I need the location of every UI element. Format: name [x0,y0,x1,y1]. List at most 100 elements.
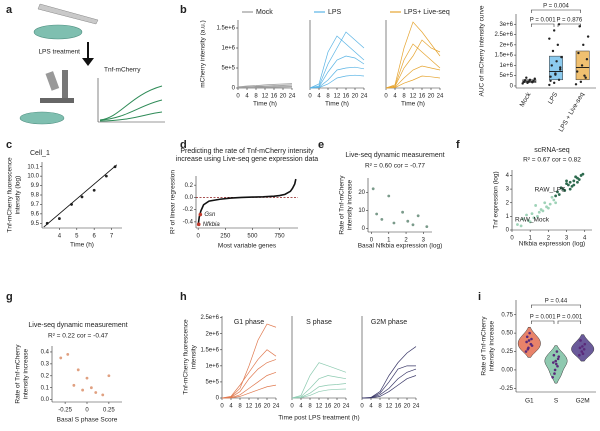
data-point [559,66,562,69]
data-point [527,80,530,83]
pipette [37,3,99,25]
annotation: P = 0.001 [530,315,556,321]
x-tick-label: 4 [369,404,373,410]
x-tick-label: 8 [308,404,312,410]
scatter-point [576,180,579,184]
y-tick-label: 0.1 [41,385,50,391]
y-tick-label: -0.25 [499,386,513,392]
y-axis-label: R² of linear regression [170,170,177,234]
x-tick-label: 20 [280,94,287,100]
x-tick-label: 5 [75,234,79,240]
y-tick-label: 5e+5 [221,66,235,72]
bracket [531,320,555,324]
data-point [579,80,583,84]
category-label: G2M [576,398,590,405]
x-tick-label: 24 [361,94,368,100]
data-point [580,350,584,353]
scatter-point [574,175,578,179]
data-point [585,58,589,61]
scatter-point [557,193,561,196]
data-point [579,339,582,342]
data-line [361,368,417,399]
x-tick-label: 750 [275,234,286,240]
y-tick-label: 0.2 [41,373,50,379]
x-tick-label: 12 [262,94,269,100]
data-point [583,342,587,346]
y-tick-label: 1e+6 [221,46,235,52]
panel-label: b [180,4,187,16]
y-tick-label: 0 [510,84,514,90]
data-line [385,39,441,89]
scatter-point [411,223,415,227]
x-tick-label: 6 [93,234,97,240]
data-point [584,76,587,79]
series-label: RAW_Mock [515,217,550,224]
scatter-point [94,391,98,394]
data-point [528,331,531,335]
data-point [577,51,580,55]
x-tick-label: 16 [271,94,278,100]
x-tick-label: 12 [334,94,341,100]
y-tick-label: 0.0 [41,397,50,403]
highlight-point [196,222,201,227]
x-tick-label: 0 [196,234,200,240]
data-point [557,355,561,358]
data-point [551,375,554,379]
data-line [385,43,441,89]
chart-title: S phase [306,319,332,326]
scatter-point [392,221,396,225]
mini-curve [99,111,163,122]
illustration-label: LPS treatment [38,49,80,56]
data-point [530,337,533,341]
data-point [581,345,584,348]
y-tick-label: 5e+5 [205,379,219,385]
scatter-point [566,183,570,187]
data-line [385,21,441,89]
x-tick-label: 0 [308,94,312,100]
data-line [361,375,417,399]
data-point [548,83,551,87]
y-tick-label: 0.75 [501,312,513,318]
y-tick-label: 20 [358,190,365,196]
scatter-point [406,219,410,223]
y-tick-label: 0 [506,228,510,234]
y-tick-label: 0 [216,396,220,402]
annotation: P = 0.001 [530,18,556,24]
data-point [548,37,551,40]
scatter-point [425,225,429,229]
data-point [527,339,531,342]
y-tick-label: 5e+5 [499,73,513,79]
x-tick-label: 20 [428,94,435,100]
data-line [309,74,365,89]
scatter-point [528,220,532,224]
scatter-point [72,383,76,387]
scatter-point [568,187,572,191]
y-axis-label: intensity increase [347,180,354,231]
bracket [531,304,581,308]
scatter-point [401,210,404,214]
bracket [557,320,581,324]
x-tick-label: 20 [334,404,341,410]
annotation: P = 0.001 [556,315,582,321]
data-line [197,178,297,226]
data-line [221,371,277,399]
y-tick-label: 9.5 [31,221,40,227]
data-point [522,80,526,84]
data-point [552,353,556,357]
scatter-point [530,212,534,216]
scatter-point [519,224,523,228]
panel-label: g [6,291,13,303]
data-line [237,83,293,88]
scatter-point [554,201,558,205]
scatter-point [581,172,585,176]
y-axis-label: Rate of Tnf-mCherry [481,316,488,376]
data-point [554,359,557,363]
y-tick-label: 2.5e+6 [200,315,219,321]
illustration-label: Tnf-mCherry [104,67,141,74]
y-axis-label: intensity increase [23,349,30,400]
scatter-point [59,356,63,360]
data-line [309,35,365,89]
data-line [309,31,365,89]
x-axis-label: Time (h) [70,242,94,249]
fit-line [43,164,118,228]
